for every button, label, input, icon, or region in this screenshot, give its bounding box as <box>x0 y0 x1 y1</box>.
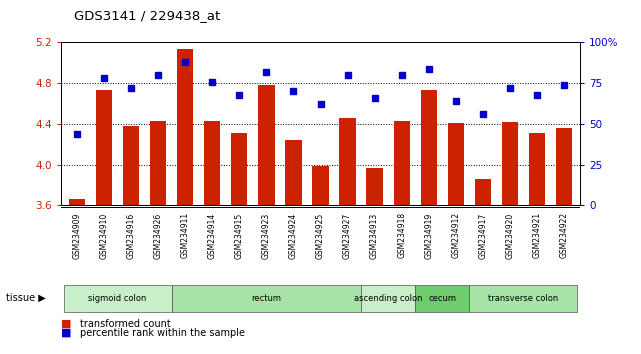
Text: GSM234924: GSM234924 <box>289 212 298 258</box>
Bar <box>361 285 415 312</box>
Bar <box>172 285 361 312</box>
Text: GSM234917: GSM234917 <box>478 212 487 258</box>
Bar <box>285 140 301 205</box>
Bar <box>367 168 383 205</box>
Bar <box>394 121 410 205</box>
Text: GDS3141 / 229438_at: GDS3141 / 229438_at <box>74 9 220 22</box>
Text: GSM234926: GSM234926 <box>154 212 163 258</box>
Text: GSM234918: GSM234918 <box>397 212 406 258</box>
Bar <box>556 128 572 205</box>
Bar <box>63 285 172 312</box>
Text: GSM234912: GSM234912 <box>451 212 460 258</box>
Bar <box>415 285 469 312</box>
Text: transformed count: transformed count <box>80 319 171 329</box>
Bar <box>231 133 247 205</box>
Bar <box>340 118 356 205</box>
Text: tissue ▶: tissue ▶ <box>6 293 46 303</box>
Bar <box>123 126 139 205</box>
Text: ■: ■ <box>61 319 71 329</box>
Text: GSM234920: GSM234920 <box>505 212 514 258</box>
Text: sigmoid colon: sigmoid colon <box>88 294 147 303</box>
Text: GSM234914: GSM234914 <box>208 212 217 258</box>
Text: GSM234913: GSM234913 <box>370 212 379 258</box>
Text: GSM234916: GSM234916 <box>127 212 136 258</box>
Text: ■: ■ <box>61 328 71 338</box>
Text: GSM234921: GSM234921 <box>532 212 542 258</box>
Text: GSM234919: GSM234919 <box>424 212 433 258</box>
Bar <box>204 121 221 205</box>
Text: GSM234923: GSM234923 <box>262 212 271 258</box>
Text: GSM234909: GSM234909 <box>72 212 81 259</box>
Bar <box>474 179 491 205</box>
Bar <box>447 123 464 205</box>
Text: GSM234922: GSM234922 <box>560 212 569 258</box>
Bar <box>469 285 578 312</box>
Text: GSM234927: GSM234927 <box>343 212 352 258</box>
Bar <box>420 90 437 205</box>
Bar <box>177 48 194 205</box>
Bar <box>312 166 329 205</box>
Bar <box>150 121 167 205</box>
Bar <box>502 122 518 205</box>
Text: GSM234915: GSM234915 <box>235 212 244 258</box>
Bar <box>69 199 85 205</box>
Text: rectum: rectum <box>251 294 281 303</box>
Text: GSM234910: GSM234910 <box>99 212 109 258</box>
Text: cecum: cecum <box>428 294 456 303</box>
Text: GSM234925: GSM234925 <box>316 212 325 258</box>
Text: transverse colon: transverse colon <box>488 294 558 303</box>
Text: ascending colon: ascending colon <box>354 294 422 303</box>
Text: percentile rank within the sample: percentile rank within the sample <box>80 328 245 338</box>
Bar <box>258 85 274 205</box>
Text: GSM234911: GSM234911 <box>181 212 190 258</box>
Bar <box>529 133 545 205</box>
Bar <box>96 90 112 205</box>
